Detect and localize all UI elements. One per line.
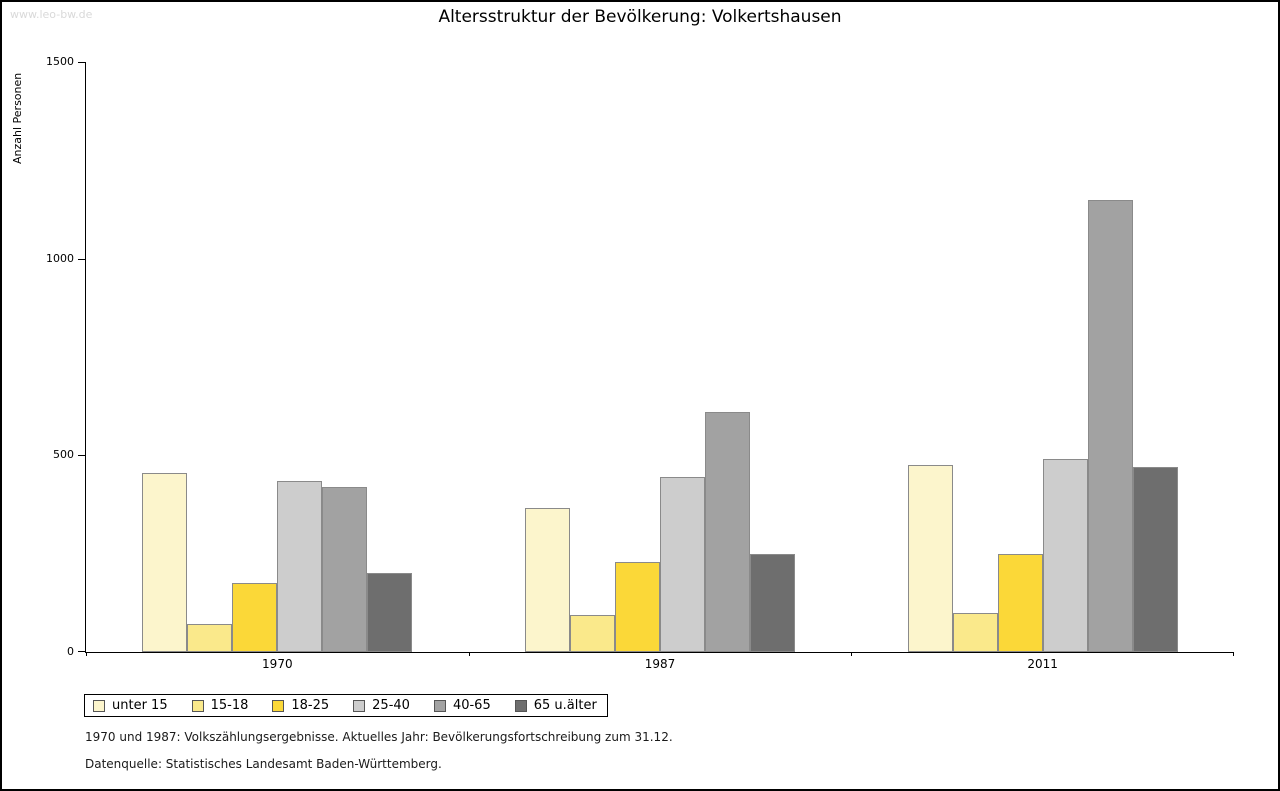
x-axis-tick (1233, 652, 1234, 656)
legend-item-18-25: 18-25 (272, 698, 329, 713)
footnotes: 1970 und 1987: Volkszählungsergebnisse. … (85, 730, 673, 784)
legend-item-25-40: 25-40 (353, 698, 410, 713)
legend-swatch-18-25 (272, 699, 285, 712)
legend: unter 15 15-18 18-25 25-40 40-65 65 u.älter (84, 694, 608, 717)
y-axis-tick-label: 0 (67, 645, 74, 658)
bar-65-u-lter-1970 (367, 573, 413, 652)
bar-15-18-1987 (570, 615, 615, 652)
bar-40-65-2011 (1087, 200, 1133, 652)
x-axis-tick (851, 652, 853, 656)
legend-item-15-18: 15-18 (191, 698, 249, 713)
bar-unter-15-1987 (525, 508, 570, 652)
y-axis-label: Anzahl Personen (11, 72, 24, 164)
y-axis-tick-label: 1500 (46, 55, 74, 68)
y-axis-tick-label: 1000 (46, 251, 74, 265)
bar-65-u-lter-1987 (750, 554, 795, 652)
legend-label-15-18: 15-18 (210, 698, 249, 713)
footnote-data-source: Datenquelle: Statistisches Landesamt Bad… (85, 757, 442, 771)
bar-25-40-2011 (1042, 459, 1088, 652)
footnote-source-method: 1970 und 1987: Volkszählungsergebnisse. … (85, 730, 673, 744)
legend-label-18-25: 18-25 (291, 698, 330, 713)
bar-25-40-1970 (277, 481, 323, 652)
x-axis-category-label: 2011 (1027, 657, 1058, 671)
bar-unter-15-2011 (907, 465, 953, 652)
bar-18-25-1970 (232, 583, 278, 652)
chart-title: Altersstruktur der Bevölkerung: Volkerts… (438, 7, 842, 27)
y-axis-tick (78, 258, 86, 260)
bar-40-65-1970 (322, 487, 368, 652)
legend-swatch-25-40 (353, 699, 366, 712)
x-axis-category-label: 1987 (644, 657, 676, 671)
plot-area: 0 500 1000 1500 1970 1987 2011 (46, 55, 1234, 671)
legend-item-unter-15: unter 15 (93, 698, 168, 713)
bar-25-40-1987 (660, 477, 705, 652)
y-axis-tick (78, 62, 86, 63)
bar-unter-15-1970 (142, 473, 188, 652)
bar-40-65-1987 (705, 412, 750, 652)
legend-label-unter-15: unter 15 (112, 698, 168, 713)
bar-15-18-1970 (187, 624, 233, 652)
y-axis-tick (78, 455, 86, 457)
legend-swatch-unter-15 (93, 699, 105, 712)
legend-label-65-u-lter: 65 u.älter (533, 698, 597, 713)
bar-18-25-1987 (615, 562, 660, 652)
bar-65-u-lter-2011 (1132, 467, 1178, 652)
x-axis-category-label: 1970 (262, 657, 293, 671)
legend-item-40-65: 40-65 (433, 698, 491, 713)
x-axis-tick (86, 652, 87, 656)
y-axis-tick-label: 500 (53, 448, 74, 462)
legend-swatch-15-18 (191, 699, 204, 712)
legend-swatch-65-u-lter (514, 699, 527, 712)
legend-label-40-65: 40-65 (452, 698, 491, 713)
legend-swatch-40-65 (433, 699, 446, 712)
legend-label-25-40: 25-40 (372, 698, 410, 713)
bar-15-18-2011 (952, 613, 998, 652)
watermark: www.leo-bw.de (10, 8, 93, 21)
legend-item-65-u-lter: 65 u.älter (514, 698, 597, 713)
bar-18-25-2011 (997, 554, 1043, 652)
y-axis-tick (78, 651, 86, 652)
x-axis-tick (468, 652, 470, 656)
